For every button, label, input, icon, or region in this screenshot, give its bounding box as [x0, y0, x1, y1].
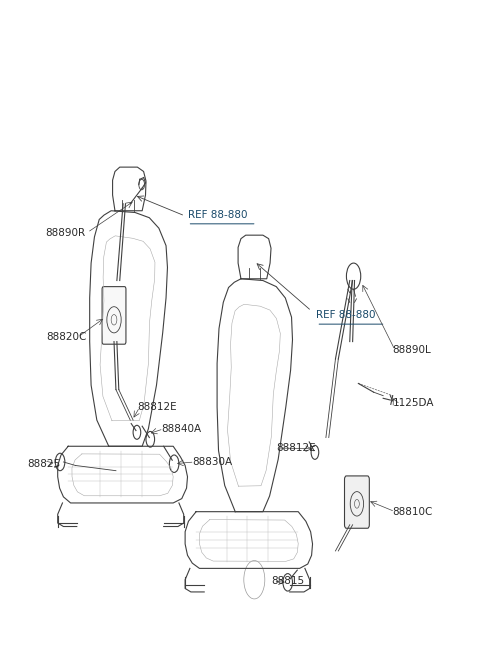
Text: 88890L: 88890L: [393, 346, 432, 355]
Text: 88840A: 88840A: [161, 424, 202, 434]
Text: REF 88-880: REF 88-880: [316, 310, 376, 321]
FancyBboxPatch shape: [102, 286, 126, 344]
Text: 88890R: 88890R: [45, 227, 85, 238]
Text: REF 88-880: REF 88-880: [188, 210, 247, 220]
Text: 88815: 88815: [271, 576, 304, 587]
Text: 88820C: 88820C: [47, 332, 87, 342]
FancyBboxPatch shape: [345, 476, 369, 528]
Text: 1125DA: 1125DA: [393, 397, 434, 407]
Text: 88812E: 88812E: [137, 402, 177, 412]
Text: 88812E: 88812E: [276, 443, 315, 453]
Text: 88830A: 88830A: [192, 457, 232, 467]
Text: 88810C: 88810C: [393, 507, 433, 516]
Text: 88825: 88825: [28, 459, 61, 468]
